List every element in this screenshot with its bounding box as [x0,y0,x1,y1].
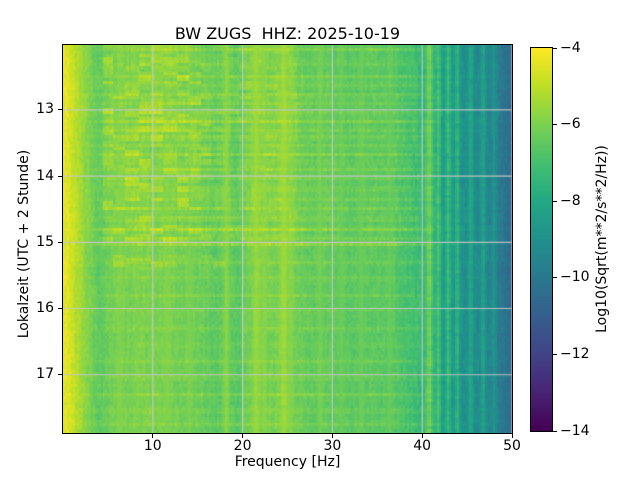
x-tick-label: 30 [323,438,342,454]
colorbar-tick-mark [553,47,557,49]
x-tick-label: 40 [413,438,432,454]
colorbar-tick-label: −4 [560,39,581,56]
y-tick-mark [58,308,62,310]
colorbar-tick-label: −6 [560,116,581,133]
y-tick-mark [58,175,62,177]
chart-title: BW ZUGS HHZ: 2025-10-19 [174,24,401,43]
spectrogram-heatmap [63,45,512,433]
y-tick-label: 14 [36,167,54,184]
x-tick-mark [511,434,513,438]
y-tick-label: 13 [36,101,54,118]
colorbar-tick-label: −10 [560,269,590,286]
colorbar-tick-label: −14 [560,422,590,439]
colorbar-tick-label: −12 [560,345,590,362]
y-tick-label: 16 [36,300,54,317]
colorbar-label: Log10(Sqrt(m**2/s**2/Hz)) [594,145,610,333]
x-tick-label: 20 [233,438,252,454]
colorbar-border [530,47,553,432]
x-tick-label: 50 [503,438,521,454]
x-tick-mark [421,434,423,438]
colorbar-tick-mark [553,277,557,279]
y-tick-mark [58,241,62,243]
colorbar-tick-mark [553,430,557,432]
x-tick-mark [152,434,154,438]
y-tick-label: 15 [36,233,54,250]
x-tick-label: 10 [143,438,162,454]
colorbar-tick-mark [553,124,557,126]
y-tick-mark [58,109,62,111]
x-axis-label: Frequency [Hz] [234,454,341,470]
colorbar-tick-mark [553,353,557,355]
plot-border [62,44,513,434]
colorbar-gradient [531,48,552,431]
colorbar-tick-label: −8 [560,192,581,209]
x-tick-mark [331,434,333,438]
colorbar-tick-mark [553,200,557,202]
y-tick-mark [58,374,62,376]
y-tick-label: 17 [36,366,54,383]
x-tick-mark [242,434,244,438]
